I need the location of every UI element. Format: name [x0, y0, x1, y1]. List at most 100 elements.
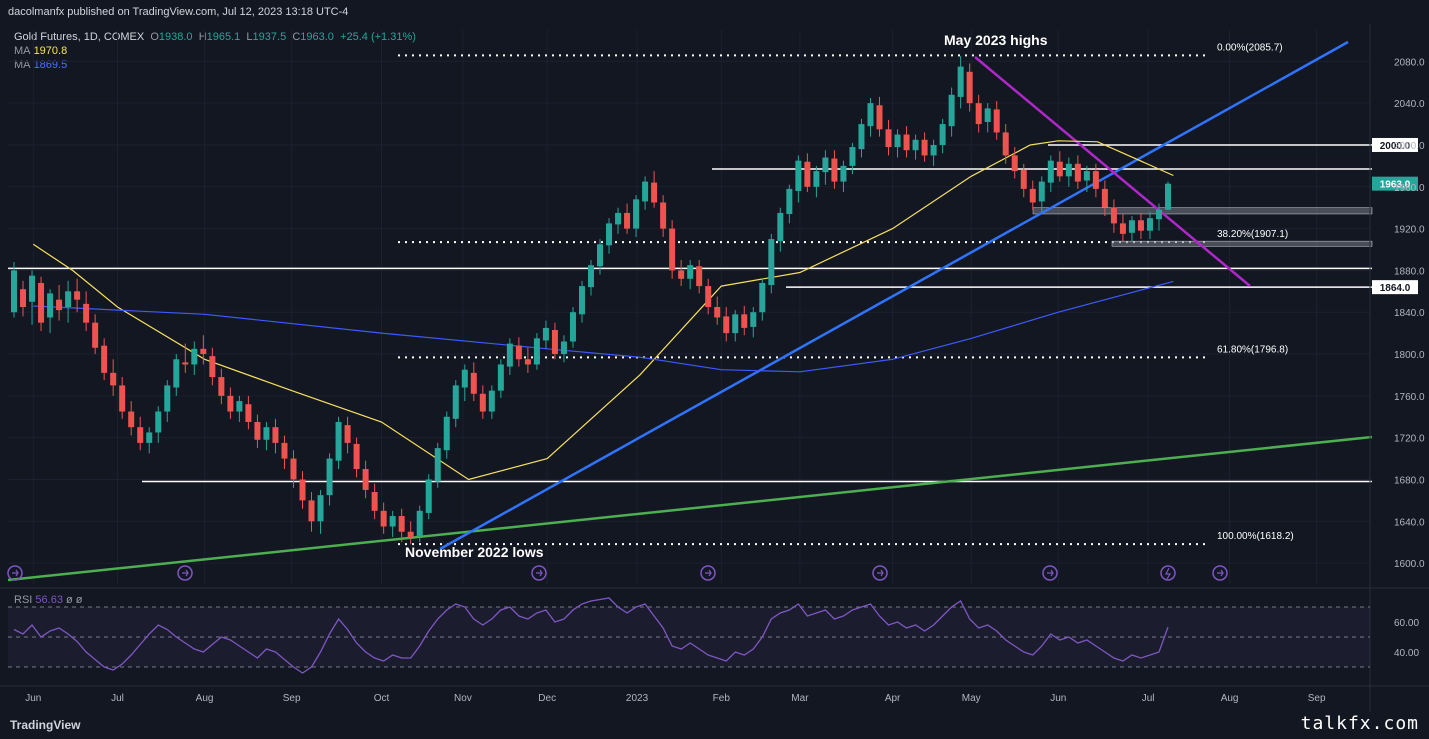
open-label: O	[150, 31, 159, 43]
ma200-legend[interactable]: MA 1869.5	[14, 58, 416, 72]
time-tick-label: Apr	[885, 693, 901, 704]
candle-body	[29, 275, 36, 302]
candle-body	[479, 393, 486, 412]
change-value: +25.4 (+1.31%)	[340, 31, 416, 43]
ma-line-short	[32, 140, 1174, 481]
candle-body	[92, 322, 99, 348]
price-chart[interactable]: 0.00%(2085.7) 38.20%(1907.1) 61.80%(1796.8…	[0, 0, 1429, 712]
rsi-value: 56.63	[35, 594, 63, 606]
ma200-value: 1869.5	[33, 59, 68, 71]
candle-body	[1038, 181, 1045, 202]
candle-body	[524, 359, 531, 365]
candle-body	[948, 94, 955, 127]
candle-body	[371, 492, 378, 511]
candle-body	[434, 448, 441, 482]
candle-body	[921, 139, 928, 156]
candle-body	[777, 212, 784, 242]
watermark: talkfx.com	[1300, 713, 1419, 734]
candle-body	[1137, 220, 1144, 231]
symbol-label[interactable]: Gold Futures, 1D, COMEX	[14, 31, 145, 43]
arrow-icon	[1217, 569, 1224, 577]
chart-labels: 2000.0 1864.0 1963.0 May 2023 highs November…	[405, 32, 1418, 560]
level-tag-2000: 2000.0	[1380, 141, 1411, 152]
price-zone	[1111, 240, 1373, 247]
price-tick-label: 1840.0	[1394, 308, 1425, 319]
candle-body	[966, 71, 973, 104]
price-tick-label: 1600.0	[1394, 559, 1425, 570]
arrow-icon	[536, 569, 543, 577]
ma-line-long	[33, 280, 1174, 373]
candle-body	[669, 228, 676, 271]
price-tick-label: 2080.0	[1394, 57, 1425, 68]
time-tick-label: 2023	[626, 693, 649, 704]
time-tick-label: Jun	[25, 693, 41, 704]
candle-body	[263, 427, 270, 440]
lightning-icon	[1165, 567, 1172, 580]
candle-body	[470, 372, 477, 394]
candle-body	[678, 270, 685, 279]
rsi-line	[13, 597, 1169, 674]
candle-body	[254, 421, 261, 440]
uptrend-line	[439, 40, 1349, 551]
candle-body	[245, 404, 252, 422]
time-tick-label: Jul	[111, 693, 124, 704]
candle-body	[110, 372, 117, 386]
candle-body	[281, 442, 288, 459]
candle-body	[714, 307, 721, 318]
publish-info: dacolmanfx published on TradingView.com,…	[8, 6, 349, 18]
price-tick-label: 2040.0	[1394, 99, 1425, 110]
candle-body	[930, 144, 937, 156]
candle-body	[182, 362, 189, 365]
candle-body	[560, 341, 567, 355]
moving-averages	[32, 140, 1174, 481]
candle-body	[515, 345, 522, 360]
candle-body	[732, 314, 739, 334]
candle-body	[1047, 160, 1054, 183]
candle-body	[146, 432, 153, 443]
price-tick-label: 1920.0	[1394, 225, 1425, 236]
candle-body	[642, 181, 649, 202]
candle-body	[768, 239, 775, 286]
time-tick-label: Jul	[1142, 693, 1155, 704]
candle-body	[380, 510, 387, 527]
candle-body	[885, 129, 892, 148]
candle-body	[849, 147, 856, 166]
candle-body	[1146, 218, 1153, 231]
ma50-legend[interactable]: MA 1970.8	[14, 44, 416, 58]
current-price-tag-bg	[1372, 176, 1418, 191]
high-label: H	[198, 31, 207, 43]
fib-level-label: 61.80%(1796.8)	[1217, 344, 1288, 355]
time-tick-label: May	[962, 693, 981, 704]
candle-body	[209, 356, 216, 378]
candle-body	[533, 338, 540, 365]
price-legend: Gold Futures, 1D, COMEX O1938.0 H1965.1 …	[14, 30, 416, 72]
candle-body	[488, 390, 495, 412]
candle-body	[425, 479, 432, 513]
time-tick-label: Dec	[538, 693, 556, 704]
price-zone	[1032, 207, 1373, 215]
candle-body	[1165, 183, 1171, 210]
candle-body	[173, 359, 180, 388]
candle-body	[56, 299, 63, 311]
time-tick-label: Feb	[713, 693, 731, 704]
candle-body	[137, 427, 144, 443]
tradingview-logo[interactable]: TradingView	[10, 718, 81, 732]
candle-body	[272, 427, 279, 443]
candle-body	[1110, 207, 1117, 224]
candle-body	[407, 531, 414, 537]
price-tick-label: 1760.0	[1394, 392, 1425, 403]
event-marker-icon	[872, 565, 888, 581]
rsi-legend[interactable]: RSI 56.63 ø ø	[14, 594, 83, 606]
time-tick-label: Jun	[1050, 693, 1066, 704]
candles	[11, 56, 1171, 545]
candle-body	[1002, 132, 1009, 156]
fib-level-label: 100.00%(1618.2)	[1217, 531, 1294, 542]
annotation-may-highs: May 2023 highs	[944, 32, 1048, 48]
price-tick-label: 1640.0	[1394, 517, 1425, 528]
candle-body	[822, 157, 829, 173]
price-tick-label: 1800.0	[1394, 350, 1425, 361]
arrow-icon	[182, 569, 189, 577]
candle-body	[1101, 188, 1108, 208]
candle-body	[903, 134, 910, 151]
candle-body	[957, 66, 964, 97]
